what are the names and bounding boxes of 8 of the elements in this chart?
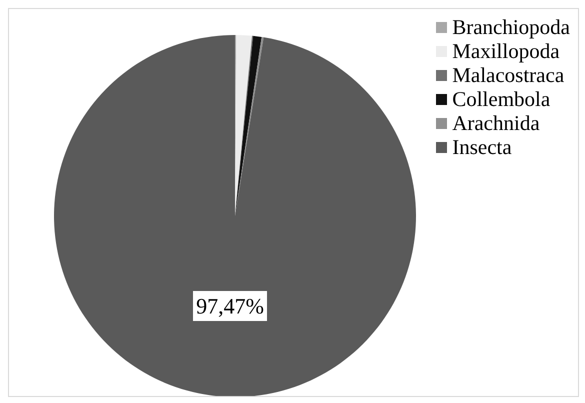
legend-label: Maxillopoda [452,39,560,63]
legend-label: Malacostraca [452,63,564,87]
legend-label: Insecta [452,135,512,159]
legend-label: Branchiopoda [452,15,570,39]
legend-label: Collembola [452,87,550,111]
pie-slice [54,35,416,396]
legend-label: Arachnida [452,111,540,135]
data-label: 97,47% [196,294,264,318]
